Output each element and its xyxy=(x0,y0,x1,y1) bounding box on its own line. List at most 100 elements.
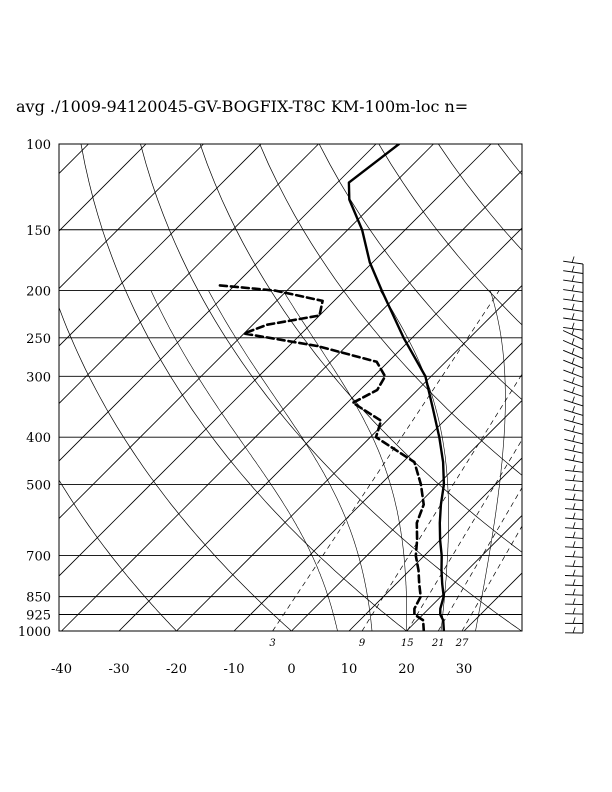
wind-barb-flag xyxy=(572,522,576,529)
wind-barb xyxy=(564,428,584,435)
wind-barb-flag xyxy=(571,367,575,374)
wind-barb-flag xyxy=(571,265,575,273)
dry-adiabat xyxy=(199,144,522,553)
wind-barb-flag xyxy=(572,435,576,442)
pressure-tick-label: 850 xyxy=(26,591,51,606)
pressure-tick-label: 100 xyxy=(26,138,51,153)
wind-barb xyxy=(564,575,584,577)
pressure-tick-label: 925 xyxy=(26,609,51,624)
temperature-tick-label: -40 xyxy=(51,662,72,677)
temperature-tick-label: -20 xyxy=(166,662,187,677)
wind-barb xyxy=(562,339,584,350)
moist-adiabat xyxy=(282,290,407,631)
dry-adiabat xyxy=(497,144,522,176)
wind-barb xyxy=(563,349,584,360)
temperature-profile xyxy=(347,144,446,631)
wind-barb xyxy=(563,270,584,274)
isotherm-line xyxy=(463,572,522,631)
temperature-tick-label: 20 xyxy=(398,662,415,677)
wind-barb xyxy=(563,369,584,378)
wind-barb xyxy=(563,317,584,322)
wind-barb-flag xyxy=(572,607,576,615)
wind-barb xyxy=(564,458,584,464)
temperature-tick-label: -10 xyxy=(224,662,245,677)
wind-barb xyxy=(562,330,584,341)
wind-barb xyxy=(564,536,584,539)
wind-barb xyxy=(563,379,584,388)
wind-barb-flag xyxy=(571,322,575,329)
isotherm-line xyxy=(348,457,522,631)
pressure-tick-label: 400 xyxy=(26,431,51,446)
dry-adiabat xyxy=(259,144,522,476)
wind-barb xyxy=(565,508,584,511)
wind-barb-flag xyxy=(571,338,575,345)
mixing-ratio-line xyxy=(461,525,522,631)
wind-barb-flag xyxy=(572,415,575,423)
wind-barb-flag xyxy=(572,386,575,394)
wind-barb xyxy=(564,448,584,454)
wind-barb-flag xyxy=(572,474,576,481)
plot-frame xyxy=(58,143,523,632)
mixing-ratio-line xyxy=(272,290,500,631)
dry-adiabat xyxy=(438,144,522,251)
wind-barb-flag xyxy=(572,550,576,557)
wind-barb-flag xyxy=(571,347,575,355)
wind-barb xyxy=(563,289,584,293)
wind-barb-flag xyxy=(571,284,575,292)
mixing-ratio-label: 27 xyxy=(455,638,469,649)
pressure-tick-label: 150 xyxy=(26,224,51,239)
wind-barb xyxy=(565,498,584,501)
wind-barb xyxy=(564,603,584,606)
wind-barb xyxy=(565,469,584,473)
isotherm-line xyxy=(406,514,522,631)
wind-barb-flag xyxy=(572,503,576,510)
wind-barb xyxy=(563,359,584,369)
wind-barb xyxy=(564,555,584,558)
dry-adiabat xyxy=(59,306,292,631)
wind-barb-flag xyxy=(572,531,576,538)
temperature-tick-label: 0 xyxy=(287,662,295,677)
wind-barb-flag xyxy=(572,454,576,461)
wind-barb-flag xyxy=(572,626,576,634)
wind-barb-flag xyxy=(572,425,576,432)
isotherm-line xyxy=(118,227,522,631)
wind-barb xyxy=(563,419,584,426)
pressure-tick-label: 200 xyxy=(26,285,51,300)
wind-barb-flag xyxy=(571,303,575,310)
dry-adiabat xyxy=(140,144,522,631)
wind-barb xyxy=(564,527,584,530)
wind-barb-flag xyxy=(571,313,575,320)
wind-barb-flag xyxy=(571,294,575,301)
wind-barb-flag xyxy=(572,588,576,595)
chart-title: avg ./1009-94120045-GV-BOGFIX-T8C KM-100… xyxy=(16,97,469,116)
moist-adiabat xyxy=(475,290,506,631)
mixing-ratio-label: 15 xyxy=(401,638,414,649)
isotherm-line xyxy=(521,629,522,631)
temperature-tick-label: 10 xyxy=(341,662,358,677)
wind-barb xyxy=(563,298,584,303)
pressure-tick-label: 300 xyxy=(26,370,51,385)
wind-barb xyxy=(563,308,584,312)
mixing-ratio-label: 9 xyxy=(359,638,366,649)
pressure-tick-label: 500 xyxy=(26,478,51,493)
isotherm-line xyxy=(579,144,612,631)
dry-adiabat xyxy=(558,144,612,631)
wind-barb xyxy=(563,279,584,284)
wind-barb-flag xyxy=(572,569,576,576)
wind-barb xyxy=(563,326,584,331)
isotherm-line xyxy=(59,144,204,290)
wind-barb xyxy=(564,594,584,596)
wind-barb xyxy=(563,260,584,265)
wind-barb xyxy=(565,517,584,520)
wind-barb-flag xyxy=(572,396,575,403)
wind-barb-flag xyxy=(571,328,575,335)
wind-barb-flag xyxy=(572,406,575,413)
wind-barb-flag xyxy=(571,357,575,364)
wind-barb xyxy=(563,409,584,416)
isotherm-line xyxy=(61,169,522,631)
mixing-ratio-label: 21 xyxy=(431,638,445,649)
mixing-ratio-line xyxy=(406,439,522,631)
wind-barb-flag xyxy=(572,484,576,491)
mixing-ratio-label: 3 xyxy=(269,638,275,649)
